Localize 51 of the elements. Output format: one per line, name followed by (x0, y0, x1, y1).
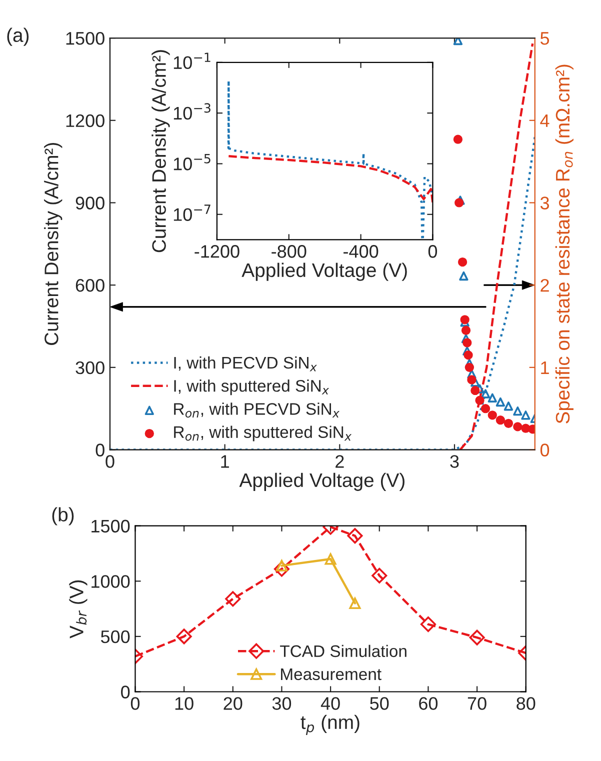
x-tick-label: 1 (221, 455, 229, 468)
y-axis-title: Current Density (A/cm²) (44, 143, 62, 346)
y-tick-label: 0 (121, 686, 130, 698)
y-axis-title: V$_{br}$ (V) (69, 580, 88, 638)
x-tick-label: 60 (419, 697, 438, 710)
x-tick-label: -1200 (194, 245, 240, 258)
y2-tick-label: 5 (540, 32, 550, 45)
x-axis-title: t$_{p}$ (nm) (300, 714, 360, 735)
y2-tick-label: 3 (540, 196, 549, 210)
y-tick-label: 10$^{−3}$ (174, 103, 210, 120)
y-tick-label: 500 (100, 630, 130, 644)
x-tick-label: 50 (370, 697, 389, 710)
legend-label: TCAD Simulation (280, 644, 406, 658)
y-axis-title: Current Density (A/cm²) (152, 50, 170, 252)
y-tick-label: 1000 (92, 575, 130, 588)
x-tick-label: 80 (516, 697, 536, 710)
text: (b) (52, 507, 74, 526)
y2-axis-title: Specific on state resistance R$_{on}$ (mΩ.cm²) (555, 64, 574, 424)
y-tick-label: 600 (76, 279, 104, 292)
y-tick-label: 900 (76, 196, 104, 210)
y-tick-label: 10$^{−1}$ (174, 52, 210, 69)
text: (a) (7, 28, 29, 46)
x-tick-label: 3 (450, 455, 459, 468)
x-tick-label: -800 (272, 245, 306, 258)
x-tick-label: 0 (428, 245, 438, 258)
y2-tick-label: 2 (540, 279, 549, 292)
y-tick-label: 1200 (66, 114, 104, 128)
y-tick-label: 10$^{−5}$ (174, 154, 210, 170)
x-tick-label: 30 (272, 697, 292, 710)
x-tick-label: 2 (336, 455, 344, 468)
legend-label: I, with PECVD SiN$_{x}$ (174, 356, 317, 372)
y-tick-label: 1500 (92, 520, 130, 533)
legend-label: R$_{on}$, with sputtered SiN$_{x}$ (174, 426, 352, 442)
x-tick-label: 10 (175, 697, 194, 710)
legend-label: R$_{on}$, with PECVD SiN$_{x}$ (174, 402, 340, 418)
x-tick-label: 0 (130, 697, 140, 710)
x-tick-label: 20 (224, 697, 242, 710)
y-tick-label: 10$^{−7}$ (174, 204, 210, 221)
y2-tick-label: 0 (540, 444, 550, 456)
x-axis-title: Applied Voltage (V) (239, 472, 404, 491)
y-tick-label: 1500 (66, 32, 104, 45)
legend-label: Measurement (281, 668, 382, 680)
y-tick-label: 300 (76, 361, 104, 374)
legend-label: I, with sputtered SiN$_{x}$ (174, 380, 330, 396)
x-tick-label: -400 (344, 245, 378, 258)
y-tick-label: 0 (96, 444, 104, 456)
y2-tick-label: 1 (541, 362, 549, 374)
x-tick-label: 40 (320, 697, 340, 710)
x-axis-title: Applied Voltage (V) (242, 262, 407, 281)
x-tick-label: 70 (468, 697, 486, 710)
y2-tick-label: 4 (540, 114, 550, 127)
